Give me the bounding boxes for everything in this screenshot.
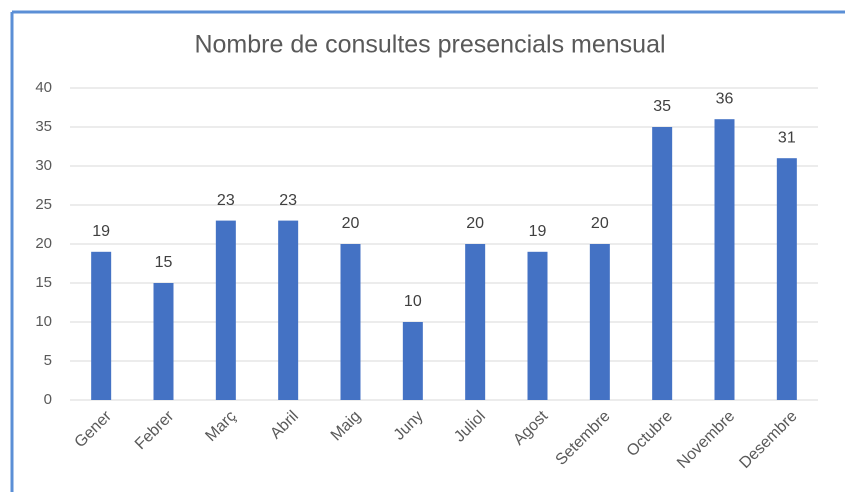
bar <box>527 251 548 400</box>
y-tick-label: 35 <box>35 118 52 135</box>
bar <box>402 322 423 400</box>
bar <box>153 283 174 400</box>
y-tick-label: 0 <box>44 391 52 408</box>
chart-title: Nombre de consultes presencials mensual <box>194 31 665 59</box>
bar <box>652 127 673 400</box>
y-tick-label: 10 <box>35 313 52 330</box>
y-tick-label: 25 <box>35 196 52 213</box>
bar <box>91 251 112 400</box>
data-label: 15 <box>155 254 173 271</box>
data-label: 19 <box>92 223 110 240</box>
y-tick-label: 15 <box>35 274 52 291</box>
data-label: 23 <box>217 192 235 209</box>
data-label: 19 <box>529 223 547 240</box>
data-label: 36 <box>716 90 734 107</box>
y-tick-label: 30 <box>35 157 52 174</box>
bar <box>589 244 610 400</box>
data-label: 31 <box>778 129 796 146</box>
data-label: 20 <box>591 215 609 232</box>
y-tick-label: 20 <box>35 235 52 252</box>
y-tick-label: 40 <box>35 79 52 96</box>
bar <box>215 220 236 400</box>
data-label: 23 <box>279 192 297 209</box>
bar <box>278 220 299 400</box>
bar <box>340 244 361 400</box>
data-label: 10 <box>404 293 422 310</box>
data-label: 35 <box>653 98 671 115</box>
data-label: 20 <box>466 215 484 232</box>
data-label: 20 <box>342 215 360 232</box>
bar <box>465 244 486 400</box>
bar <box>776 158 797 400</box>
y-tick-label: 5 <box>44 352 52 369</box>
bar <box>714 119 735 400</box>
